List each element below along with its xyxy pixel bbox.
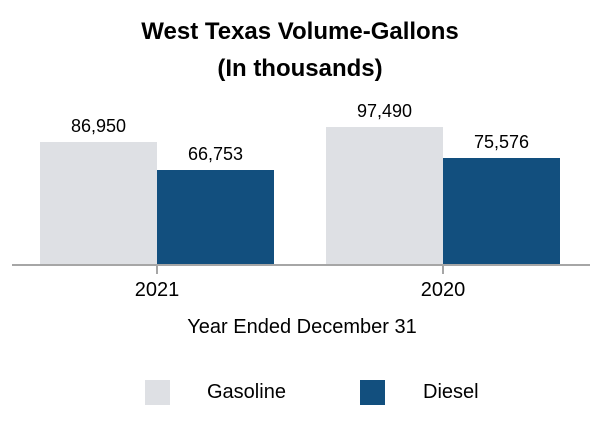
bar-gasoline-2021 [40,142,157,264]
chart-title-line1: West Texas Volume-Gallons [141,18,459,45]
x-axis-label-2020: 2020 [420,279,466,301]
x-axis-line [12,264,590,266]
x-axis-tick-2020 [442,266,444,274]
value-label-diesel-2021: 66,753 [187,144,244,164]
bar-gasoline-2020 [326,127,443,264]
value-label-gasoline-2021: 86,950 [70,116,127,136]
x-axis-tick-2021 [156,266,158,274]
legend-swatch-gasoline [145,380,170,405]
legend-label-diesel: Diesel [423,381,479,403]
legend-swatch-diesel [360,380,385,405]
chart-title: West Texas Volume-Gallons (In thousands) [0,13,600,87]
legend: Gasoline Diesel [0,379,600,409]
bar-diesel-2020 [443,158,560,264]
x-axis-title: Year Ended December 31 [187,316,417,338]
value-label-diesel-2020: 75,576 [473,132,530,152]
bar-diesel-2021 [157,170,274,264]
chart-title-line2: (In thousands) [217,55,383,82]
value-label-gasoline-2020: 97,490 [356,101,413,121]
legend-label-gasoline: Gasoline [207,381,286,403]
x-axis-label-2021: 2021 [134,279,180,301]
